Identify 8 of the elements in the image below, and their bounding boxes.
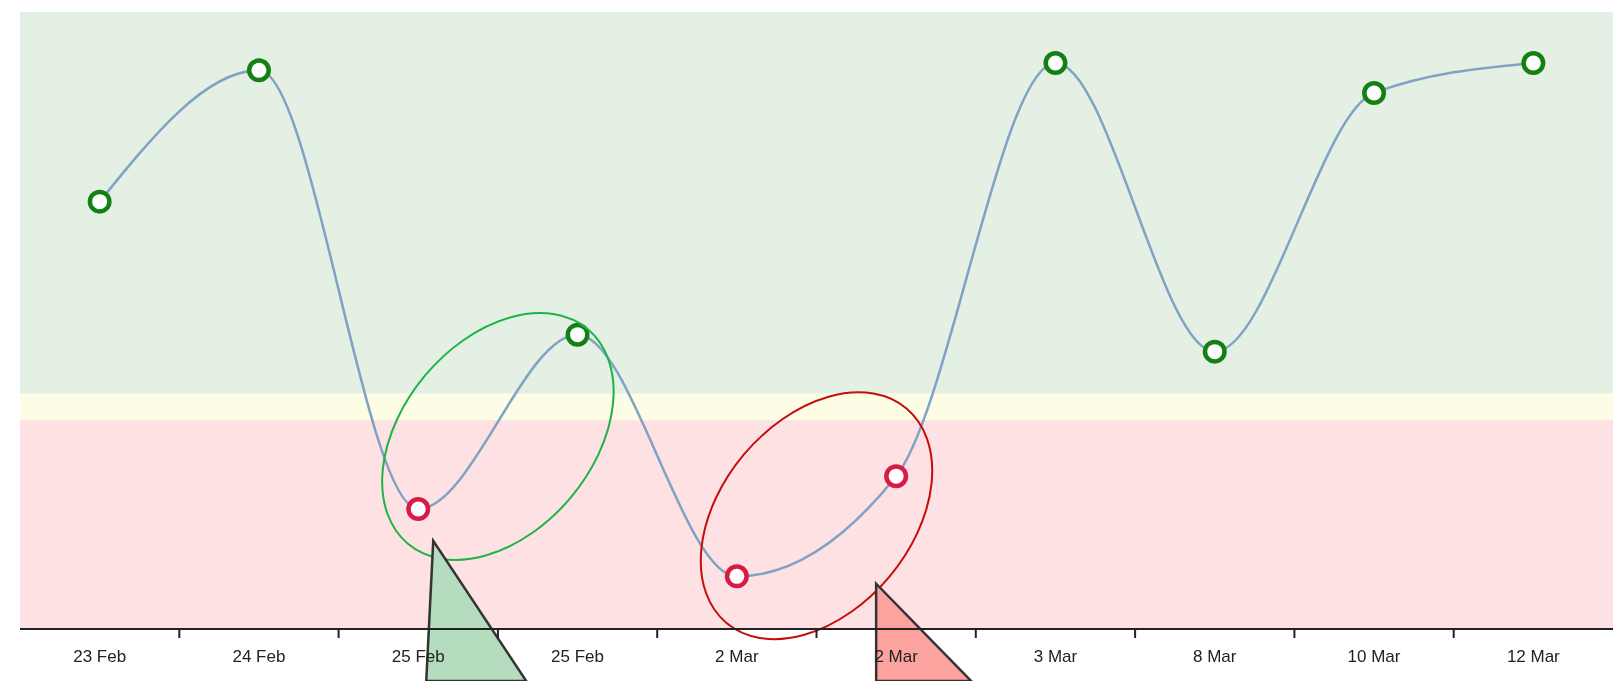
x-tick-label: 23 Feb xyxy=(73,647,127,666)
x-tick-label: 25 Feb xyxy=(551,647,605,666)
x-tick-label: 12 Mar xyxy=(1506,647,1561,666)
x-tick-label: 10 Mar xyxy=(1347,647,1401,666)
x-tick-label: 24 Feb xyxy=(232,647,286,666)
x-tick-label: 8 Mar xyxy=(1193,647,1237,666)
x-tick-label: 3 Mar xyxy=(1033,647,1078,666)
x-tick-label: 2 Mar xyxy=(715,647,759,666)
